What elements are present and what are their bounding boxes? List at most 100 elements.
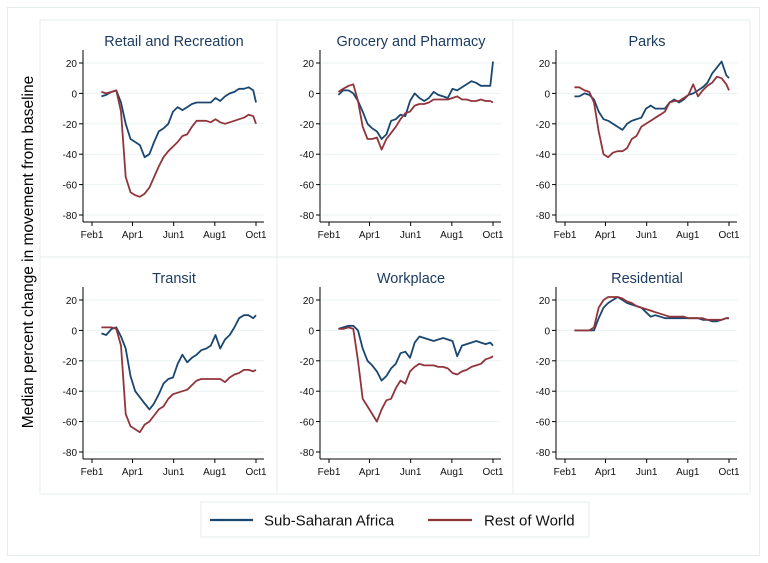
y-tick-label: -40 [536,150,551,161]
series-line-sub-saharan-africa [574,60,730,131]
x-tick-label: Feb1 [554,467,577,478]
y-tick-label: -80 [63,211,78,222]
y-tick-label: -60 [63,181,78,192]
x-tick-label: Feb1 [318,230,341,241]
panel-border [39,256,278,495]
y-tick-label: -80 [536,211,551,222]
x-tick-label: Oct1 [482,230,504,241]
y-tick-label: -80 [300,448,315,459]
panel-border [276,256,515,495]
x-tick-label: Jun1 [636,230,658,241]
panel-title: Retail and Recreation [104,34,243,50]
y-tick-label: -40 [300,150,315,161]
series-line-rest-of-world [337,83,494,151]
series-line-sub-saharan-africa [101,86,257,159]
y-tick-label: -60 [536,181,551,192]
y-tick-label: -20 [63,357,78,368]
y-axis-label: Median percent change in movement from b… [20,76,37,428]
y-tick-label: 20 [303,59,315,70]
x-tick-label: Aug1 [440,230,464,241]
y-tick-label: -60 [63,418,78,429]
panel-border [512,256,751,495]
x-tick-label: Jun1 [163,467,185,478]
x-tick-label: Apr1 [359,467,381,478]
x-tick-label: Apr1 [359,230,381,241]
y-tick-label: -20 [63,120,78,131]
x-tick-label: Jun1 [400,467,422,478]
legend-box [200,501,590,538]
series-line-sub-saharan-africa [337,61,494,140]
panel-title: Parks [628,34,665,50]
y-tick-label: -40 [300,387,315,398]
x-tick-label: Apr1 [595,230,617,241]
x-tick-label: Jun1 [163,230,185,241]
y-tick-label: 20 [66,296,78,307]
x-tick-label: Jun1 [400,230,422,241]
figure-frame [7,7,760,556]
y-tick-label: -20 [300,357,315,368]
x-tick-label: Aug1 [676,230,700,241]
y-tick-label: 0 [544,89,550,100]
x-tick-label: Feb1 [81,230,104,241]
legend-label-ssa: Sub-Saharan Africa [264,513,395,530]
panel-retail-and-recreation: Retail and Recreation 20 0 -20 -40 -60 -80Feb1… [39,19,278,258]
x-tick-label: Aug1 [440,467,464,478]
panel-border [276,19,515,258]
panel-title: Transit [152,271,196,287]
x-tick-label: Oct1 [245,230,267,241]
x-tick-label: Apr1 [595,467,617,478]
panel-title: Residential [611,271,683,287]
x-tick-label: Apr1 [122,467,144,478]
x-tick-label: Apr1 [122,230,144,241]
panel-grid: Retail and Recreation200-20-40-60-80Feb1… [39,19,751,495]
x-tick-label: Oct1 [718,230,740,241]
y-tick-label: -40 [536,387,551,398]
y-tick-label: -80 [300,211,315,222]
y-tick-label: -20 [536,357,551,368]
series-line-rest-of-world [574,75,730,159]
y-tick-label: 0 [71,326,77,337]
y-tick-label: -60 [300,418,315,429]
panel-border [39,19,278,258]
x-tick-label: Oct1 [245,467,267,478]
y-tick-label: 20 [539,59,551,70]
y-tick-label: 20 [303,296,315,307]
y-tick-label: -40 [63,150,78,161]
y-tick-label: -80 [63,448,78,459]
y-tick-label: -20 [300,120,315,131]
x-tick-label: Feb1 [81,467,104,478]
y-tick-label: -80 [536,448,551,459]
y-tick-label: 0 [308,326,314,337]
y-tick-label: 0 [71,89,77,100]
series-line-sub-saharan-africa [338,324,494,382]
series-line-rest-of-world [101,89,257,198]
y-tick-label: 0 [308,89,314,100]
legend-label-row: Rest of World [484,513,575,530]
x-tick-label: Aug1 [203,467,227,478]
panel-title: Workplace [377,271,445,287]
x-tick-label: Aug1 [676,467,700,478]
x-tick-label: Feb1 [318,467,341,478]
y-tick-label: -40 [63,387,78,398]
series-line-sub-saharan-africa [101,314,257,411]
legend: Sub-Saharan Africa Rest of World [200,501,590,538]
panel-title: Grocery and Pharmacy [336,34,486,50]
series-line-rest-of-world [338,326,494,423]
x-tick-label: Jun1 [636,467,658,478]
series-line-rest-of-world [574,296,729,332]
y-tick-label: 0 [544,326,550,337]
y-tick-label: -60 [536,418,551,429]
y-tick-label: 20 [539,296,551,307]
x-tick-label: Aug1 [203,230,227,241]
x-tick-label: Oct1 [718,467,740,478]
y-tick-label: 20 [66,59,78,70]
x-tick-label: Oct1 [482,467,504,478]
y-tick-label: -20 [536,120,551,131]
x-tick-label: Feb1 [554,230,577,241]
